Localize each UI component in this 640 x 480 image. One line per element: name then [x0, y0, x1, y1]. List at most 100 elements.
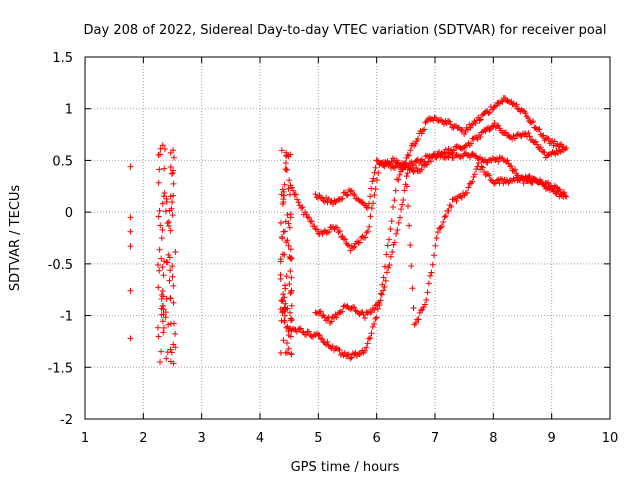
data-point	[172, 344, 179, 351]
data-point	[445, 145, 452, 152]
data-point	[424, 289, 431, 296]
data-point	[549, 137, 556, 144]
data-point	[395, 219, 402, 226]
data-point	[279, 309, 286, 316]
data-point	[155, 213, 162, 220]
data-point	[157, 359, 164, 366]
data-point	[362, 234, 369, 241]
data-point	[368, 330, 375, 337]
data-point	[352, 349, 359, 356]
data-point	[398, 206, 405, 213]
data-point	[347, 247, 354, 254]
data-point	[286, 224, 293, 231]
data-point	[504, 157, 511, 164]
data-point	[295, 199, 302, 206]
data-point	[452, 195, 459, 202]
data-point	[513, 101, 520, 108]
data-point	[558, 192, 565, 199]
data-point	[417, 157, 424, 164]
data-point	[167, 193, 174, 200]
data-point	[286, 281, 293, 288]
data-point	[470, 135, 477, 142]
data-point	[364, 309, 371, 316]
data-point	[158, 291, 165, 298]
data-point	[283, 239, 290, 246]
data-point	[160, 329, 167, 336]
data-point	[531, 176, 538, 183]
data-point	[279, 297, 286, 304]
data-point	[525, 130, 532, 137]
data-point	[431, 252, 438, 259]
data-point	[386, 262, 393, 269]
data-point	[421, 126, 428, 133]
data-point	[386, 236, 393, 243]
data-point	[343, 303, 350, 310]
data-point	[356, 351, 363, 358]
data-point	[414, 135, 421, 142]
data-point	[357, 350, 364, 357]
data-point	[502, 129, 509, 136]
data-point	[372, 315, 379, 322]
data-point	[291, 191, 298, 198]
data-point	[165, 219, 172, 226]
data-point	[438, 223, 445, 230]
data-point	[362, 347, 368, 354]
data-point	[280, 337, 287, 344]
data-point	[482, 156, 488, 163]
data-point	[445, 207, 452, 214]
data-point	[344, 192, 351, 199]
data-point	[172, 330, 179, 337]
data-point	[514, 105, 521, 112]
data-point	[304, 214, 311, 221]
data-point	[282, 166, 289, 173]
data-point	[412, 140, 419, 147]
data-point	[287, 151, 294, 158]
data-point	[387, 225, 394, 232]
data-point	[560, 193, 567, 200]
data-point	[163, 295, 170, 302]
data-point	[333, 314, 340, 321]
data-point	[170, 299, 177, 306]
data-point	[395, 176, 402, 183]
data-point	[558, 141, 565, 148]
data-point	[156, 267, 163, 274]
axis-ticks	[84, 56, 611, 420]
data-point	[356, 239, 363, 246]
data-point	[278, 147, 285, 154]
data-point	[408, 159, 415, 166]
data-point	[283, 324, 290, 331]
data-point	[421, 301, 428, 308]
data-point	[367, 213, 374, 220]
data-point	[340, 235, 347, 242]
x-tick-label: 10	[602, 431, 619, 446]
data-point	[286, 309, 293, 316]
data-point	[335, 346, 342, 353]
data-point	[362, 314, 368, 321]
data-point	[158, 235, 165, 242]
data-point	[170, 320, 177, 327]
data-point	[285, 185, 292, 192]
data-point	[351, 191, 358, 198]
data-point	[324, 315, 331, 322]
data-point	[159, 226, 166, 233]
data-point	[159, 302, 166, 309]
data-point	[286, 253, 293, 260]
data-point	[171, 154, 178, 161]
data-point	[164, 220, 171, 227]
data-point	[406, 166, 413, 173]
data-point	[290, 187, 297, 194]
data-point	[344, 241, 351, 248]
data-point	[369, 323, 376, 330]
data-point	[389, 249, 396, 256]
data-point	[373, 177, 380, 184]
data-point	[156, 246, 163, 253]
data-point	[467, 124, 474, 131]
data-point	[332, 199, 339, 206]
data-point	[359, 233, 366, 240]
data-point	[419, 127, 426, 134]
data-point	[160, 272, 167, 279]
data-point	[548, 184, 555, 191]
data-point	[427, 158, 434, 165]
data-point	[354, 238, 361, 245]
data-point	[167, 267, 174, 274]
